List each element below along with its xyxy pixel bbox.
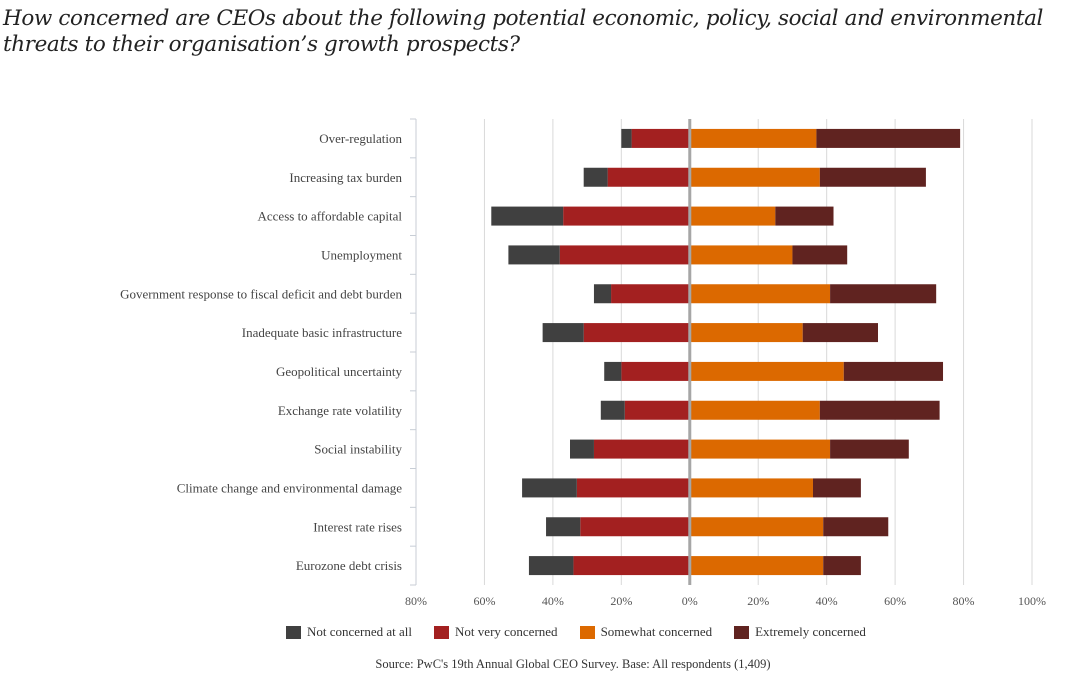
- bar-extremely-concerned: [819, 400, 940, 420]
- legend-item: Not concerned at all: [286, 624, 412, 640]
- bar-not-concerned-at-all: [570, 439, 594, 459]
- bar-extremely-concerned: [802, 323, 878, 343]
- bar-not-very-concerned: [580, 517, 690, 537]
- bar-not-very-concerned: [621, 361, 690, 381]
- x-tick-label: 20%: [747, 594, 769, 608]
- bar-not-concerned-at-all: [583, 167, 608, 187]
- bar-not-concerned-at-all: [593, 284, 612, 304]
- legend-item: Somewhat concerned: [579, 624, 713, 640]
- bar-somewhat-concerned: [689, 167, 820, 187]
- bar-extremely-concerned: [775, 206, 834, 226]
- bar-extremely-concerned: [819, 167, 926, 187]
- bar-not-very-concerned: [593, 439, 690, 459]
- bar-extremely-concerned: [823, 556, 861, 576]
- category-label: Inadequate basic infrastructure: [242, 325, 402, 340]
- legend-label: Extremely concerned: [755, 624, 866, 639]
- bar-somewhat-concerned: [689, 556, 824, 576]
- legend-swatch: [286, 625, 301, 639]
- bar-not-concerned-at-all: [546, 517, 581, 537]
- legend-label: Somewhat concerned: [600, 624, 713, 639]
- bar-somewhat-concerned: [689, 361, 844, 381]
- bar-extremely-concerned: [816, 128, 961, 148]
- category-label: Eurozone debt crisis: [296, 558, 402, 573]
- bar-extremely-concerned: [843, 361, 944, 381]
- bar-not-very-concerned: [573, 556, 690, 576]
- legend-label: Not very concerned: [455, 624, 558, 639]
- legend-item: Extremely concerned: [734, 624, 866, 640]
- bar-not-very-concerned: [576, 478, 690, 498]
- legend-swatch: [579, 625, 595, 639]
- bar-not-very-concerned: [583, 323, 690, 343]
- bar-not-very-concerned: [563, 206, 690, 226]
- x-tick-label: 0%: [682, 594, 698, 608]
- bar-somewhat-concerned: [689, 245, 793, 265]
- category-label: Unemployment: [321, 247, 402, 262]
- category-label: Over-regulation: [319, 131, 402, 146]
- bar-not-very-concerned: [607, 167, 690, 187]
- x-tick-label: 100%: [1018, 594, 1046, 608]
- source-note: Source: PwC's 19th Annual Global CEO Sur…: [375, 657, 771, 671]
- bar-somewhat-concerned: [689, 323, 803, 343]
- legend-swatch: [434, 625, 450, 639]
- bar-not-concerned-at-all: [621, 128, 632, 148]
- category-labels: Over-regulation Increasing tax burden Acce…: [120, 131, 402, 573]
- category-label: Interest rate rises: [313, 519, 402, 534]
- bar-not-concerned-at-all: [600, 400, 625, 420]
- bar-somewhat-concerned: [689, 128, 817, 148]
- bar-somewhat-concerned: [689, 439, 831, 459]
- bar-not-very-concerned: [631, 128, 690, 148]
- bar-not-concerned-at-all: [604, 361, 622, 381]
- bar-extremely-concerned: [823, 517, 889, 537]
- bar-extremely-concerned: [830, 439, 909, 459]
- category-label: Social instability: [314, 442, 402, 457]
- bar-extremely-concerned: [830, 284, 937, 304]
- legend-label: Not concerned at all: [307, 624, 413, 639]
- category-label: Increasing tax burden: [289, 170, 402, 185]
- legend: Not concerned at all Not very concerned So…: [286, 624, 866, 640]
- chart-title: How concerned are CEOs about the followi…: [3, 6, 1044, 57]
- x-tick-label: 40%: [542, 594, 564, 608]
- bar-not-very-concerned: [624, 400, 690, 420]
- bars: [491, 128, 961, 576]
- category-label: Access to affordable capital: [258, 209, 403, 224]
- x-tick-label: 80%: [953, 594, 975, 608]
- bar-not-concerned-at-all: [522, 478, 577, 498]
- x-tick-label: 40%: [816, 594, 838, 608]
- legend-item: Not very concerned: [434, 624, 558, 640]
- category-label: Government response to fiscal deficit an…: [120, 286, 402, 301]
- bar-somewhat-concerned: [689, 517, 824, 537]
- category-label: Climate change and environmental damage: [177, 480, 402, 495]
- bar-somewhat-concerned: [689, 206, 776, 226]
- gridlines: [483, 119, 1033, 585]
- bar-extremely-concerned: [792, 245, 848, 265]
- bar-somewhat-concerned: [689, 284, 831, 304]
- diverging-bar-chart: Over-regulation Increasing tax burden Acce…: [120, 118, 1046, 608]
- bar-extremely-concerned: [812, 478, 861, 498]
- category-label: Geopolitical uncertainty: [276, 364, 402, 379]
- bar-somewhat-concerned: [689, 400, 820, 420]
- x-tick-label: 80%: [405, 594, 427, 608]
- x-tick-label: 20%: [610, 594, 632, 608]
- x-tick-label: 60%: [884, 594, 906, 608]
- bar-not-concerned-at-all: [491, 206, 564, 226]
- category-label: Exchange rate volatility: [278, 403, 403, 418]
- axes: [410, 118, 692, 586]
- x-tick-label: 60%: [473, 594, 495, 608]
- bar-not-concerned-at-all: [528, 556, 574, 576]
- x-tick-labels: 80% 60% 40% 20% 0% 20% 40% 60% 80% 100%: [405, 594, 1046, 608]
- bar-not-very-concerned: [559, 245, 690, 265]
- bar-somewhat-concerned: [689, 478, 813, 498]
- bar-not-very-concerned: [611, 284, 690, 304]
- bar-not-concerned-at-all: [508, 245, 560, 265]
- bar-not-concerned-at-all: [542, 323, 584, 343]
- legend-swatch: [734, 625, 750, 639]
